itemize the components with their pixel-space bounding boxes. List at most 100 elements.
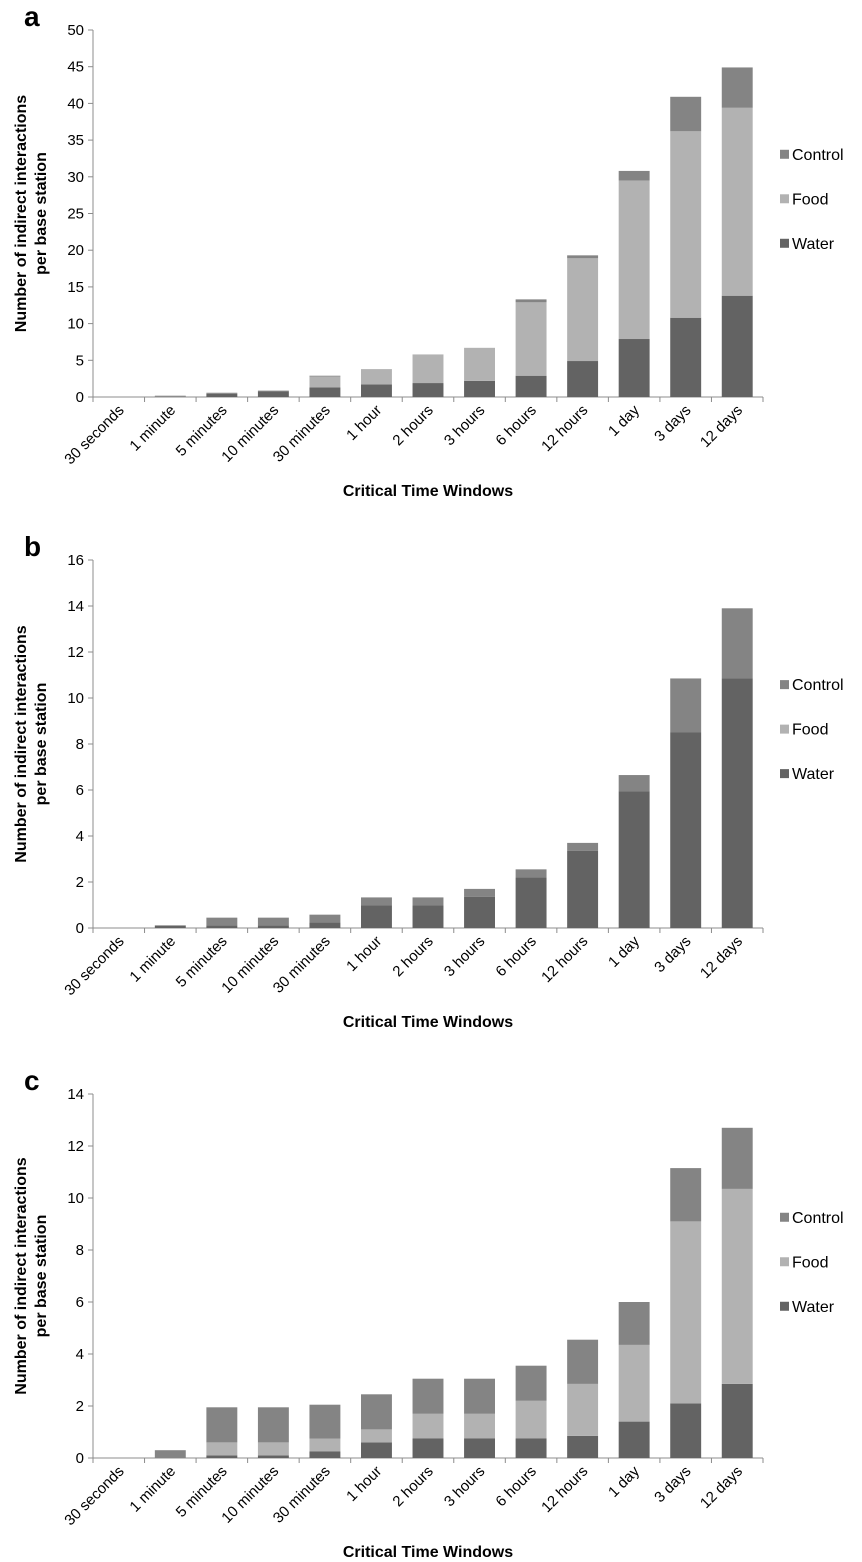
bar-segment-food-6 — [412, 354, 444, 384]
y-tick-label: 15 — [67, 279, 84, 296]
x-axis-title: Critical Time Windows — [343, 1014, 513, 1031]
bar-segment-food-11 — [670, 1221, 702, 1404]
bar-segment-water-5 — [361, 1442, 392, 1458]
bar-segment-control-11 — [670, 96, 702, 132]
bar-segment-control-3 — [257, 917, 289, 926]
bar-segment-food-3 — [257, 390, 289, 392]
y-tick-label: 10 — [67, 1190, 84, 1207]
bar-segment-food-5 — [361, 369, 392, 385]
bar-segment-water-3 — [257, 925, 289, 928]
bar-segment-control-10 — [618, 170, 650, 181]
y-tick-label: 4 — [76, 828, 84, 845]
legend-label-food: Food — [792, 722, 828, 739]
x-tick-label: 1 minute — [126, 1463, 179, 1516]
x-tick-label: 30 seconds — [61, 1463, 127, 1529]
y-tick-label: 2 — [76, 874, 84, 891]
y-tick-label: 6 — [76, 1294, 84, 1311]
y-tick-label: 25 — [67, 206, 84, 223]
bar-segment-control-2 — [206, 917, 238, 926]
bar-segment-water-11 — [670, 732, 702, 928]
y-tick-label: 50 — [67, 22, 84, 39]
x-tick-label: 6 hours — [492, 1463, 539, 1510]
x-tick-label: 3 hours — [441, 1463, 488, 1510]
x-tick-label: 2 hours — [389, 402, 436, 449]
y-tick-label: 2 — [76, 1398, 84, 1415]
x-tick-label: 12 hours — [538, 1463, 591, 1516]
bar-segment-control-2 — [206, 1407, 238, 1443]
bar-segment-water-6 — [412, 1438, 444, 1458]
bar-segment-food-4 — [309, 376, 341, 388]
y-axis-title-line: Number of indirect interactions — [13, 95, 30, 332]
y-axis-title-line: per base station — [33, 152, 50, 275]
bar-segment-control-5 — [361, 897, 392, 906]
bar-segment-control-4 — [309, 914, 341, 923]
y-tick-label: 10 — [67, 316, 84, 333]
bar-segment-control-6 — [412, 1378, 444, 1414]
panel-label: a — [24, 1, 40, 32]
y-tick-label: 30 — [67, 169, 84, 186]
bar-segment-control-8 — [515, 869, 547, 878]
bar-segment-water-8 — [515, 877, 547, 928]
y-tick-label: 16 — [67, 552, 84, 569]
bar-segment-control-6 — [412, 897, 444, 906]
x-tick-label: 1 day — [605, 932, 643, 970]
x-tick-label: 1 minute — [126, 933, 179, 986]
bar-segment-control-9 — [567, 842, 599, 851]
bar-segment-water-2 — [206, 393, 238, 397]
bar-segment-control-10 — [618, 1302, 650, 1345]
x-tick-label: 3 hours — [441, 402, 488, 449]
legend-swatch-control — [780, 149, 789, 159]
x-tick-label: 30 seconds — [61, 933, 127, 999]
bar-segment-control-4 — [309, 1404, 341, 1439]
legend-swatch-water — [780, 1301, 789, 1311]
bar-segment-control-7 — [464, 1378, 495, 1414]
x-tick-label: 3 days — [651, 933, 694, 976]
y-tick-label: 40 — [67, 95, 84, 112]
bar-segment-water-11 — [670, 317, 702, 397]
y-tick-label: 12 — [67, 644, 84, 661]
bar-segment-water-11 — [670, 1403, 702, 1458]
legend-swatch-food — [780, 1257, 789, 1267]
bar-segment-food-4 — [309, 1438, 341, 1452]
y-tick-label: 12 — [67, 1138, 84, 1155]
legend-swatch-control — [780, 680, 789, 690]
y-tick-label: 14 — [67, 598, 84, 615]
bar-segment-water-9 — [567, 850, 599, 928]
bar-segment-water-1 — [154, 396, 186, 397]
bar-segment-food-8 — [515, 1400, 547, 1439]
bar-segment-water-9 — [567, 361, 599, 397]
bar-segment-food-11 — [670, 131, 702, 318]
bar-segment-control-7 — [464, 888, 495, 897]
x-tick-label: 1 day — [605, 1462, 643, 1500]
bar-segment-water-3 — [257, 391, 289, 397]
bar-segment-control-11 — [670, 1168, 702, 1222]
bar-segment-food-2 — [206, 392, 238, 394]
legend-swatch-food — [780, 194, 789, 204]
legend-swatch-water — [780, 769, 789, 779]
y-tick-label: 35 — [67, 132, 84, 149]
x-axis-title: Critical Time Windows — [343, 483, 513, 500]
bar-segment-control-12 — [721, 67, 753, 108]
x-tick-label: 12 days — [697, 402, 746, 451]
legend-label-water: Water — [792, 1299, 835, 1316]
bar-segment-water-5 — [361, 905, 392, 928]
bar-segment-food-3 — [257, 1442, 289, 1456]
x-tick-label: 2 hours — [389, 933, 436, 980]
bar-segment-food-12 — [721, 1188, 753, 1384]
y-tick-label: 8 — [76, 736, 84, 753]
bar-segment-water-10 — [618, 339, 650, 397]
y-tick-label: 0 — [76, 389, 84, 406]
bar-segment-water-9 — [567, 1435, 599, 1458]
bar-segment-food-10 — [618, 180, 650, 340]
panel-label: c — [24, 1065, 40, 1096]
bar-segment-control-8 — [515, 1365, 547, 1401]
bar-segment-water-2 — [206, 1455, 238, 1458]
y-tick-label: 8 — [76, 1242, 84, 1259]
bar-segment-control-8 — [515, 299, 547, 303]
x-tick-label: 12 hours — [538, 402, 591, 455]
bar-segment-food-8 — [515, 302, 547, 376]
y-tick-label: 6 — [76, 782, 84, 799]
y-axis-title-line: Number of indirect interactions — [13, 625, 30, 862]
legend-label-food: Food — [792, 1254, 828, 1271]
x-tick-label: 12 hours — [538, 933, 591, 986]
